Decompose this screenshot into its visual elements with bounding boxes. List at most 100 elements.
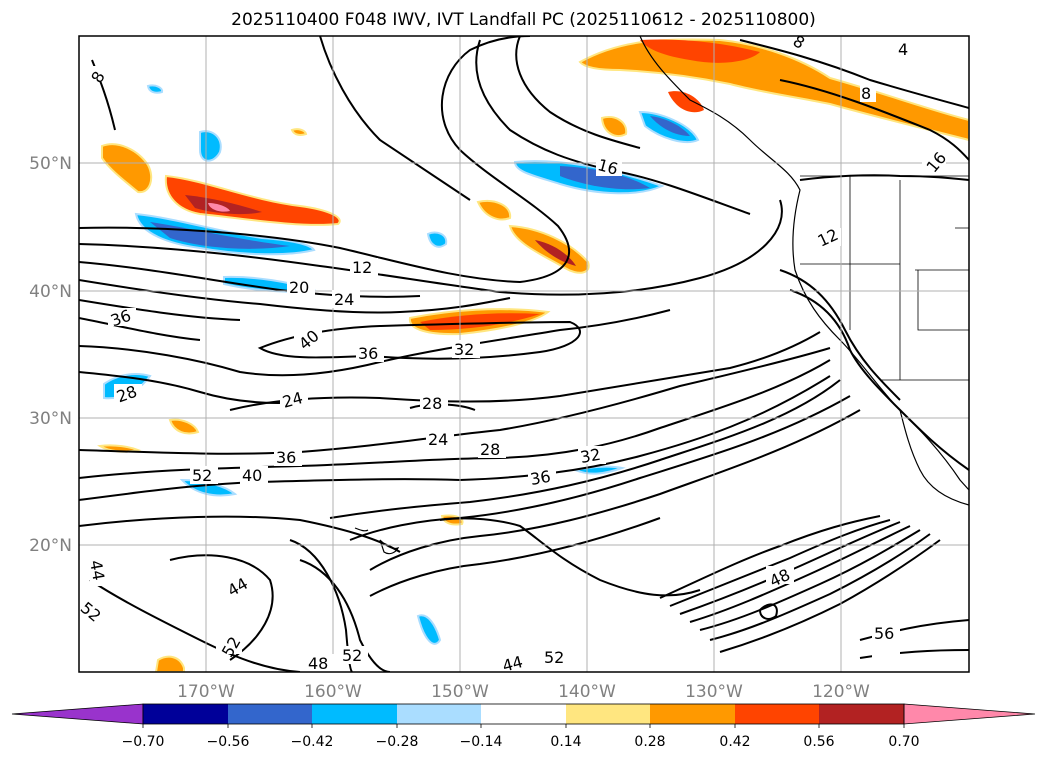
lat-label: 40°N <box>29 282 72 302</box>
lon-label: 120°W <box>812 682 870 702</box>
contour-line <box>758 603 778 620</box>
fill-region <box>600 116 628 137</box>
fill-region <box>101 143 153 194</box>
contour-label: 36 <box>276 448 296 467</box>
fill-region <box>97 444 142 453</box>
border-line <box>917 270 969 331</box>
colorbar-tick-label: −0.28 <box>376 734 419 750</box>
lon-label: 130°W <box>685 682 743 702</box>
colorbar-extend-min <box>11 703 144 725</box>
coastline <box>379 539 400 555</box>
contour-label: 36 <box>529 467 552 489</box>
contour-line <box>679 521 901 615</box>
contour-label: 12 <box>352 258 372 277</box>
contour-labels: 8 4 8 16 16 8 12 12 20 24 36 40 36 <box>79 36 950 676</box>
contour-line <box>689 525 911 623</box>
contour-line <box>79 371 301 404</box>
fill-region <box>668 91 704 113</box>
fill-region <box>290 128 308 136</box>
contour-line <box>779 269 901 401</box>
contour-line <box>699 529 921 631</box>
contour-lines <box>79 36 969 672</box>
fill-region <box>416 614 442 645</box>
contour-line <box>779 79 969 161</box>
contour-line <box>329 379 841 519</box>
contour-line <box>79 347 831 455</box>
lon-label: 160°W <box>304 682 362 702</box>
gridlines <box>79 36 969 672</box>
colorbar-segment <box>735 704 819 724</box>
contour-label: 52 <box>192 466 212 485</box>
fill-region <box>560 166 650 190</box>
colorbar-segment <box>143 704 228 724</box>
colorbar-tick-label: 0.42 <box>719 734 750 750</box>
contour-label: 52 <box>342 646 362 665</box>
coastline <box>354 527 369 532</box>
contour-line <box>789 289 969 471</box>
contour-line <box>475 39 751 215</box>
contour-label: 44 <box>86 559 108 582</box>
fill-region <box>420 313 540 330</box>
contour-line <box>79 317 201 341</box>
contour-line <box>79 299 241 321</box>
contour-label: 36 <box>358 344 378 363</box>
contour-label: 52 <box>544 648 564 667</box>
contour-line <box>369 517 661 597</box>
colorbar-tick-label: −0.56 <box>207 734 250 750</box>
colorbar-tick-label: 0.28 <box>634 734 665 750</box>
coastlines <box>354 36 969 555</box>
contour-label: 8 <box>861 84 871 103</box>
contour-line <box>79 359 831 479</box>
contour-line <box>709 533 931 641</box>
contour-line <box>369 409 861 571</box>
fill-region <box>150 222 290 249</box>
contour-label: 24 <box>428 430 448 449</box>
colorbar-segment <box>312 704 397 724</box>
map-title: 2025110400 F048 IWV, IVT Landfall PC (20… <box>231 10 816 30</box>
contour-line <box>299 559 391 672</box>
colorbar-tick-label: 0.70 <box>888 734 919 750</box>
contour-line <box>289 539 353 672</box>
fill-region <box>578 38 969 142</box>
contour-line <box>859 619 969 641</box>
contour-line <box>319 36 471 201</box>
contour-line <box>739 39 969 109</box>
map-frame <box>78 35 970 673</box>
latitude-labels: 50°N 40°N 30°N 20°N <box>29 154 72 556</box>
fill-region <box>146 84 164 94</box>
contour-line <box>669 519 891 607</box>
lat-label: 20°N <box>29 536 72 556</box>
contour-label: 40 <box>242 466 262 485</box>
contour-label: 24 <box>280 388 305 412</box>
colorbar-segment <box>650 704 735 724</box>
lon-label: 150°W <box>431 682 489 702</box>
contour-label: 44 <box>500 652 525 676</box>
fill-region <box>426 231 448 248</box>
colorbar-segment <box>228 704 312 724</box>
fill-region <box>650 116 690 136</box>
contour-line <box>659 515 881 599</box>
contour-line <box>229 331 821 411</box>
contour-label: 56 <box>874 624 894 643</box>
contour-label: 28 <box>480 440 500 459</box>
border-lines <box>800 175 969 381</box>
fill-region <box>199 130 222 162</box>
fill-region <box>476 200 512 221</box>
colorbar-segment <box>566 704 650 724</box>
colorbar: −0.70 −0.56 −0.42 −0.28 −0.14 0.14 0.28 … <box>11 703 1036 750</box>
contour-line <box>79 36 570 284</box>
colorbar-extend-max <box>903 703 1036 725</box>
colorbar-tick-label: −0.14 <box>460 734 503 750</box>
contour-label: 48 <box>308 654 328 673</box>
contour-label: 24 <box>334 290 354 309</box>
contour-label: 16 <box>596 155 621 179</box>
contour-line <box>89 579 301 672</box>
contour-label: 28 <box>422 394 442 413</box>
contour-line <box>515 36 641 149</box>
contour-line <box>439 517 701 597</box>
contour-label: 32 <box>454 340 474 359</box>
fill-region <box>640 39 760 63</box>
coastline <box>639 36 969 491</box>
lat-label: 50°N <box>29 154 72 174</box>
